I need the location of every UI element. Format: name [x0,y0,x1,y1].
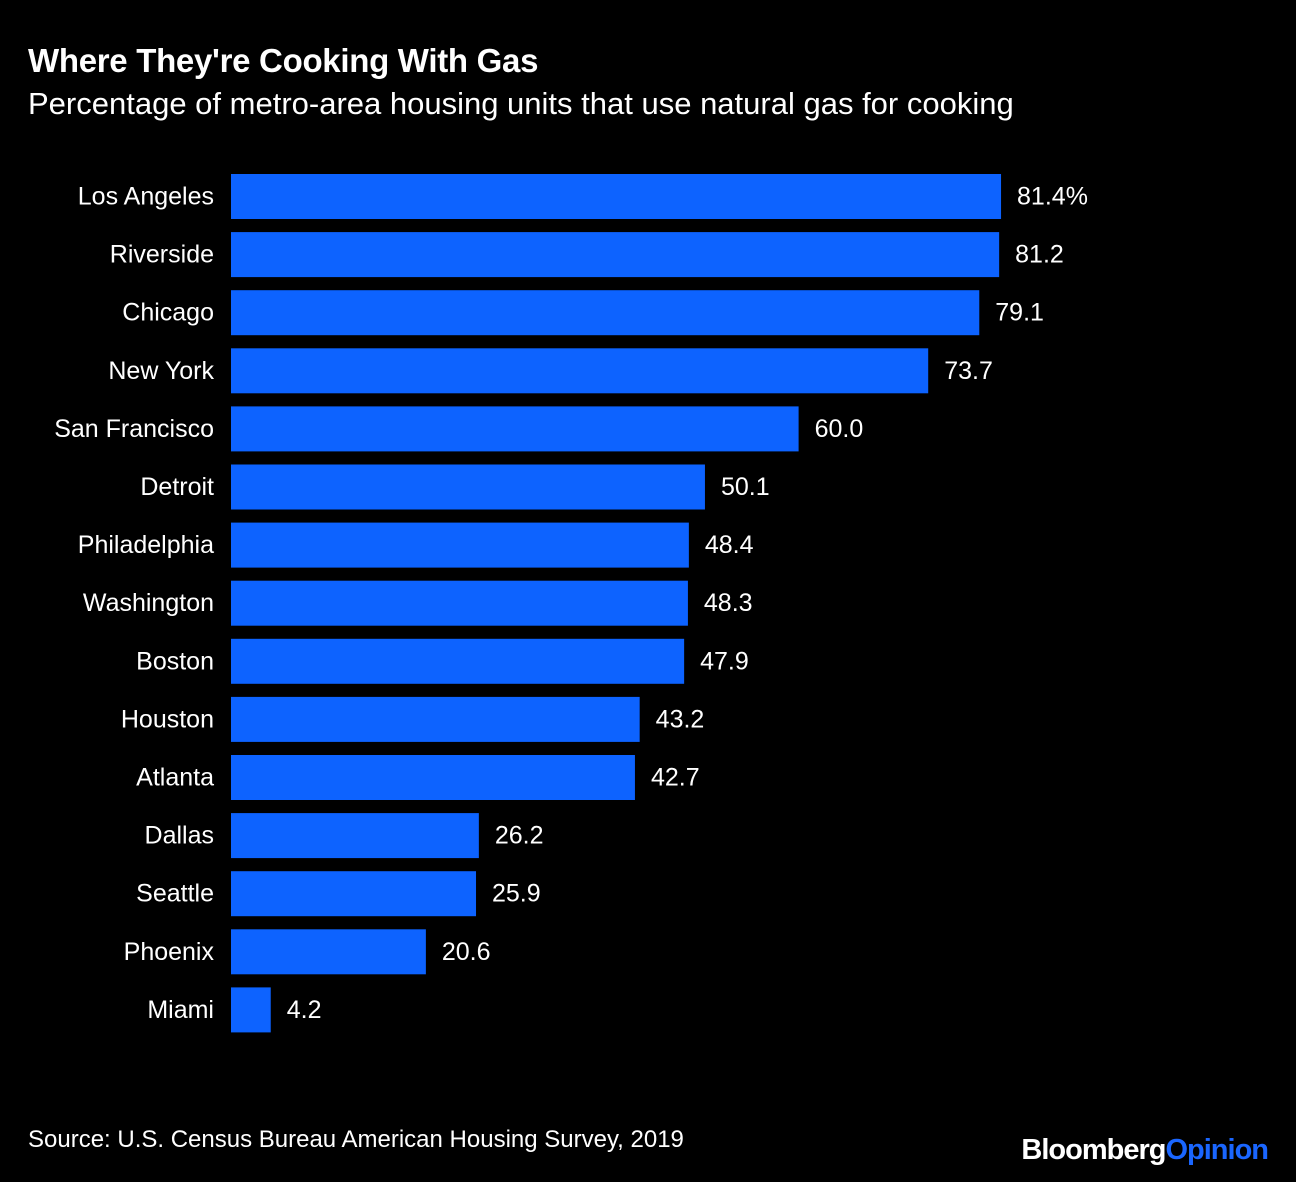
category-label: Detroit [140,473,214,501]
category-label: Los Angeles [78,183,214,211]
bar-riverside [231,232,1000,278]
value-label: 43.2 [656,705,705,733]
category-label: Boston [136,647,214,675]
chart-subtitle: Percentage of metro-area housing units t… [28,86,1014,121]
value-label: 81.4% [1017,183,1088,211]
bar-washington [231,580,688,626]
value-label: 79.1 [995,299,1044,327]
category-label: Riverside [110,241,214,269]
category-label: Chicago [122,299,214,327]
value-label: 26.2 [495,822,544,850]
value-label: 73.7 [944,357,993,385]
bar-chicago [231,290,980,336]
value-label: 48.3 [704,589,753,617]
bar-houston [231,696,640,742]
category-label: Houston [121,705,214,733]
bloomberg-opinion-logo: BloombergOpinion [1021,1134,1269,1167]
bar-detroit [231,464,705,510]
value-label: 50.1 [721,473,770,501]
bar-los-angeles [231,174,1002,219]
value-label: 20.6 [442,938,491,966]
category-label: Phoenix [124,938,215,966]
bar-new-york [231,348,929,394]
bar-boston [231,638,685,684]
source-note: Source: U.S. Census Bureau American Hous… [28,1126,684,1153]
bar-seattle [231,871,477,917]
category-label: Atlanta [136,764,214,792]
category-label: San Francisco [54,415,214,443]
bar-atlanta [231,755,635,800]
value-label: 42.7 [651,764,700,792]
bar-miami [231,987,271,1033]
category-label: Miami [147,996,214,1024]
value-label: 4.2 [287,996,322,1024]
value-label: 25.9 [492,880,541,908]
value-label: 60.0 [815,415,864,443]
logo-brand: Bloomberg [1021,1134,1166,1166]
value-label: 81.2 [1015,241,1064,269]
category-label: Washington [83,589,214,617]
bar-san-francisco [231,406,799,452]
value-label: 48.4 [705,531,754,559]
value-label: 47.9 [700,647,749,675]
category-label: Dallas [145,822,214,850]
category-label: Seattle [136,880,214,908]
logo-section: Opinion [1165,1134,1269,1166]
bar-dallas [231,813,479,859]
chart-title: Where They're Cooking With Gas [28,42,539,79]
category-label: New York [108,357,214,385]
bar-philadelphia [231,522,689,568]
category-label: Philadelphia [78,531,214,559]
bar-phoenix [231,929,426,975]
